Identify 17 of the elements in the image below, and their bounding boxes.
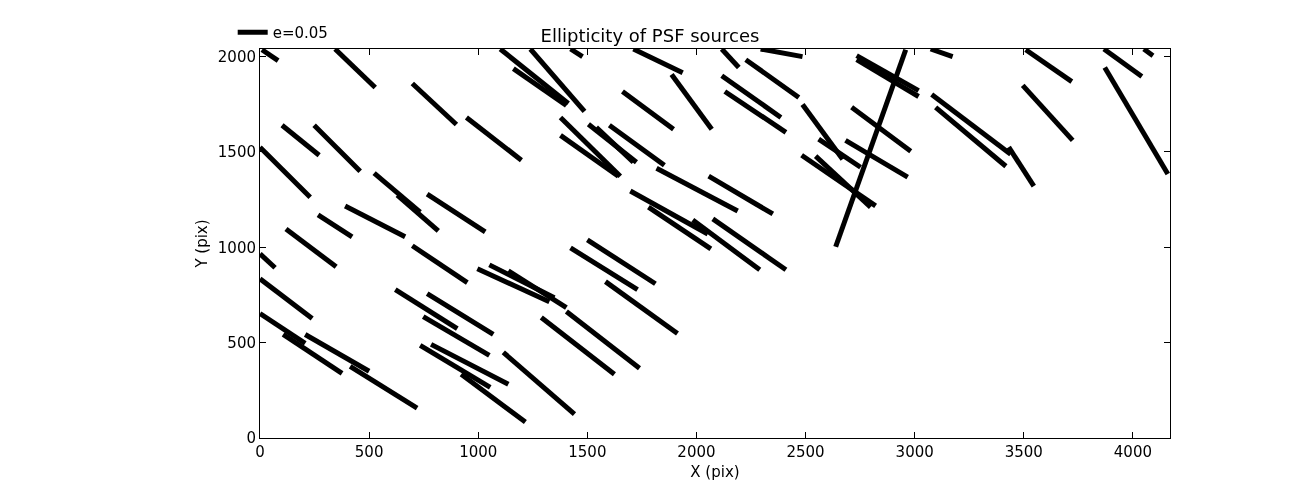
x-tick-label: 2000 [677, 443, 716, 461]
x-tick-label: 4000 [1113, 443, 1152, 461]
y-tick-label: 2000 [217, 47, 256, 66]
y-tick-label: 500 [227, 333, 256, 352]
y-tick-label: 0 [246, 429, 256, 448]
x-axis-title: X (pix) [690, 463, 740, 481]
chart-title: Ellipticity of PSF sources [540, 25, 760, 47]
legend-label: e=0.05 [272, 24, 328, 43]
x-tick-label: 2500 [786, 443, 825, 461]
x-tick-label: 1000 [459, 443, 498, 461]
x-tick-label: 3000 [895, 443, 934, 461]
y-tick-label: 1500 [217, 143, 256, 162]
x-tick-label: 500 [354, 443, 384, 461]
x-tick-label: 3500 [1004, 443, 1043, 461]
y-tick-label: 1000 [217, 238, 256, 257]
y-axis-title: Y (pix) [193, 219, 212, 269]
x-tick-label: 1500 [568, 443, 607, 461]
